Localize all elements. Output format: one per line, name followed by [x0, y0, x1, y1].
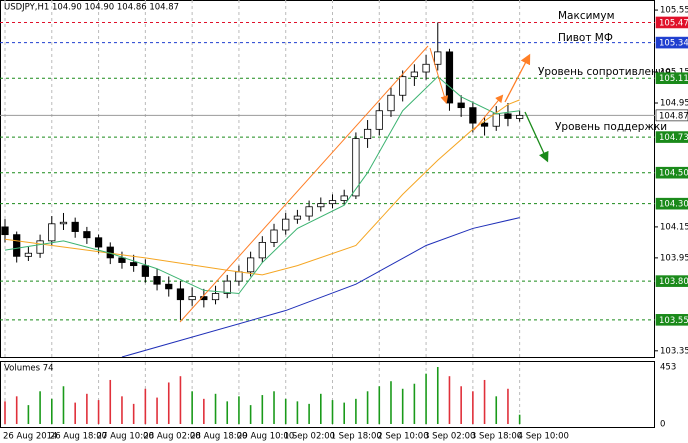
candle-body — [305, 206, 313, 217]
candle-body — [363, 128, 372, 140]
level-box — [655, 109, 688, 122]
level-label: 103.55 — [659, 316, 688, 326]
x-tick-label: 4 Sep 10:00 — [518, 432, 569, 442]
candle-body — [165, 283, 173, 290]
y-tick-label: 103.95 — [660, 253, 688, 263]
candle-body — [1, 226, 9, 236]
level-label: 104.87 — [659, 111, 688, 121]
candle-body — [211, 293, 220, 301]
candle-body — [282, 218, 290, 231]
y-tick-label: 103.35 — [660, 346, 688, 356]
plot-frame — [0, 0, 655, 358]
volume-tick-label: 453 — [660, 363, 676, 373]
candle-body — [48, 223, 56, 242]
candle-body — [399, 76, 407, 96]
candle-body — [317, 203, 325, 208]
x-tick-label: 26 Aug 18:00 — [50, 432, 107, 442]
arrow — [524, 111, 549, 163]
candle-body — [293, 215, 302, 220]
level-box — [655, 36, 688, 49]
annotation: Пивот МФ — [558, 32, 613, 44]
arrow — [473, 94, 504, 131]
x-tick-label: 1 Sep 18:00 — [331, 432, 382, 442]
candle-body — [270, 229, 278, 243]
candle-body — [235, 271, 243, 282]
level-label: 105.47 — [659, 18, 688, 28]
level-box — [655, 275, 688, 287]
candle-body — [410, 71, 418, 78]
candle-body — [188, 296, 196, 301]
moving-average — [4, 99, 520, 276]
trend-line — [179, 45, 429, 323]
candle-body — [387, 94, 395, 112]
volume-frame — [0, 361, 655, 428]
candle-body — [422, 63, 430, 73]
x-tick-label: 2 Sep 10:00 — [377, 432, 428, 442]
level-box — [655, 197, 688, 210]
level-box — [655, 16, 688, 29]
trend-annotations — [179, 45, 549, 323]
y-tick-label: 105.55 — [660, 6, 688, 16]
level-label: 105.34 — [659, 39, 688, 49]
level-box — [655, 166, 688, 179]
candle-body — [223, 280, 231, 294]
x-tick-label: 29 Aug 10:00 — [237, 432, 294, 442]
candle-body — [480, 122, 489, 127]
annotation: Уровень поддержки — [555, 121, 667, 133]
arrow — [429, 47, 449, 104]
x-tick-label: 27 Aug 10:00 — [97, 432, 154, 442]
x-tick-label: 28 Aug 02:00 — [143, 432, 200, 442]
candle-body — [492, 113, 500, 127]
candle-body — [130, 262, 138, 267]
candle-body — [141, 265, 149, 277]
level-label: 104.50 — [659, 169, 688, 179]
x-tick-label: 1 Sep 02:00 — [284, 432, 335, 442]
x-tick-label: 26 Aug 2014 — [3, 432, 57, 442]
volume-tick-label: 0 — [660, 420, 665, 430]
annotation: Уровень сопротивления — [538, 66, 671, 78]
candle-body — [375, 110, 383, 130]
candle-body — [258, 241, 266, 259]
x-tick-label: 3 Sep 02:00 — [424, 432, 475, 442]
level-label: 105.11 — [659, 74, 688, 84]
level-label: 104.73 — [659, 133, 688, 143]
candle-body — [434, 51, 442, 65]
annotation: Максимум — [558, 10, 615, 22]
level-label: 103.80 — [659, 277, 688, 287]
candle-body — [469, 107, 477, 124]
candle-body — [83, 231, 91, 239]
y-tick-label: 104.95 — [660, 98, 688, 108]
chart-title: USDJPY,H1 104.90 104.90 104.86 104.87 — [4, 3, 179, 13]
arrow — [504, 53, 531, 103]
candle-body — [36, 240, 44, 254]
candle-body — [516, 114, 524, 119]
candle-body — [24, 252, 33, 257]
candle-body — [352, 138, 360, 197]
volume-title: Volumes 74 — [4, 364, 54, 374]
moving-average — [121, 217, 520, 357]
candle-body — [153, 276, 161, 285]
x-tick-label: 3 Sep 18:00 — [471, 432, 522, 442]
candle-body — [71, 221, 79, 232]
candle-body — [13, 234, 21, 257]
candle-body — [118, 257, 126, 263]
candle-body — [457, 102, 465, 109]
candle-body — [200, 296, 208, 301]
candle-body — [504, 113, 512, 119]
candle-body — [328, 200, 337, 205]
x-tick-label: 28 Aug 18:00 — [190, 432, 247, 442]
level-label: 104.30 — [659, 200, 688, 210]
level-box — [655, 72, 688, 85]
candle-body — [94, 237, 103, 248]
candle-body — [247, 257, 255, 273]
level-box — [655, 314, 688, 326]
candle-body — [176, 288, 185, 301]
moving-average — [4, 75, 520, 295]
y-tick-label: 104.15 — [660, 222, 688, 232]
candle-body — [445, 51, 454, 104]
candle-body — [59, 221, 68, 225]
level-box — [655, 131, 688, 143]
candle-body — [340, 195, 348, 201]
